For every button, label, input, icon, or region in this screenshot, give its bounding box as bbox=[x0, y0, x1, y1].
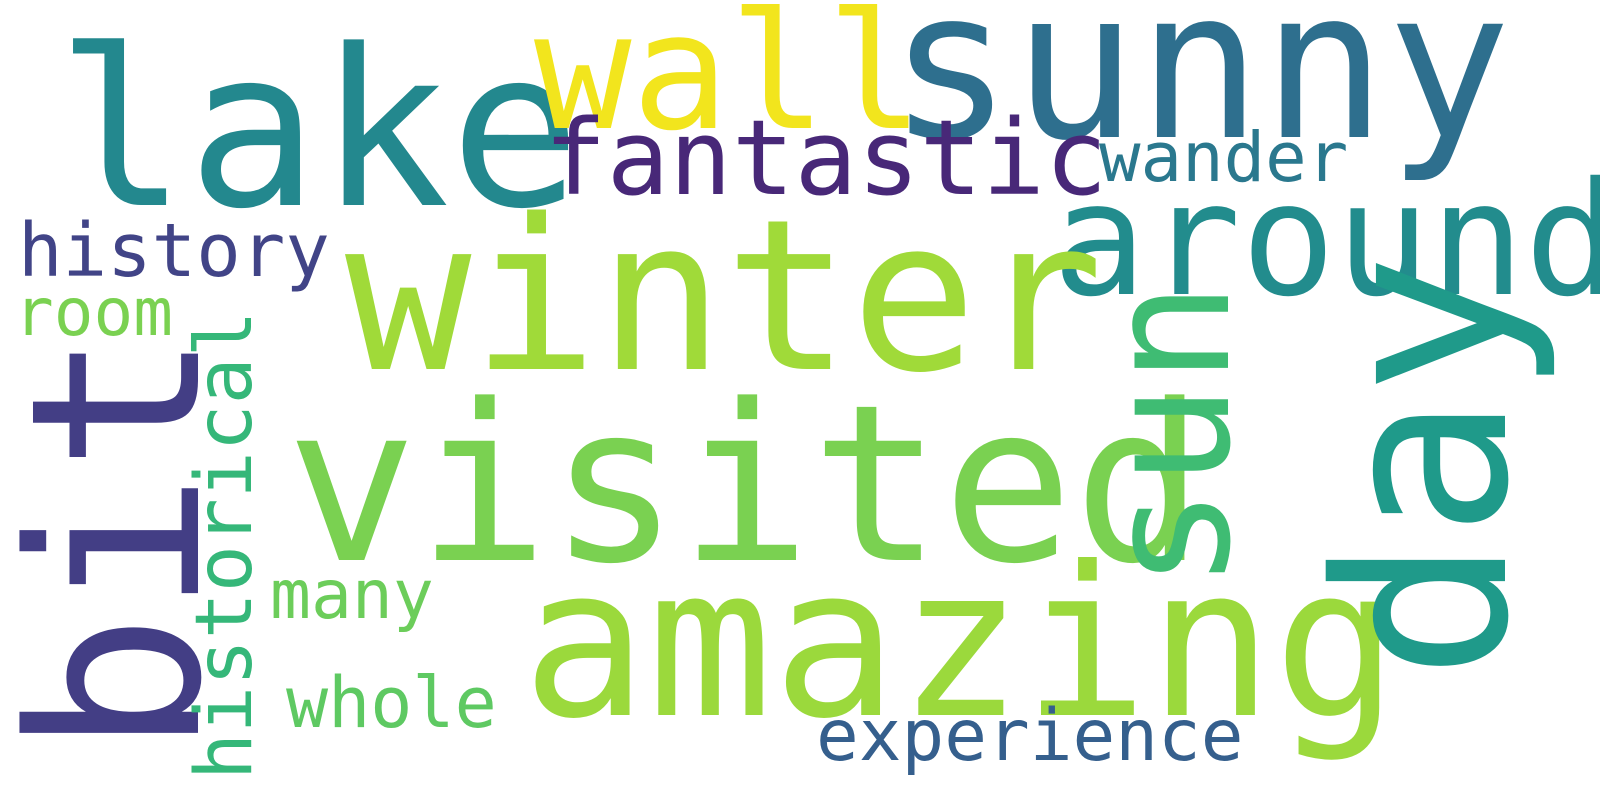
word-day: day bbox=[1286, 253, 1561, 680]
word-lake: lake bbox=[56, 4, 581, 257]
word-amazing: amazing bbox=[522, 523, 1399, 765]
word-visited: visited bbox=[286, 359, 1205, 612]
word-sun: sun bbox=[1070, 281, 1269, 590]
word-whole: whole bbox=[286, 662, 497, 744]
word-wander: wander bbox=[1099, 118, 1349, 198]
word-historical: historical bbox=[180, 310, 270, 780]
word-room: room bbox=[14, 274, 173, 351]
word-winter: winter bbox=[345, 174, 1104, 419]
word-sunny: sunny bbox=[888, 0, 1512, 186]
word-many: many bbox=[270, 556, 434, 635]
word-around: around bbox=[1052, 149, 1600, 332]
word-history: history bbox=[18, 208, 330, 294]
word-wall: wall bbox=[534, 0, 925, 167]
word-fantastic: fantastic bbox=[544, 97, 1108, 219]
word-experience: experience bbox=[816, 694, 1244, 777]
